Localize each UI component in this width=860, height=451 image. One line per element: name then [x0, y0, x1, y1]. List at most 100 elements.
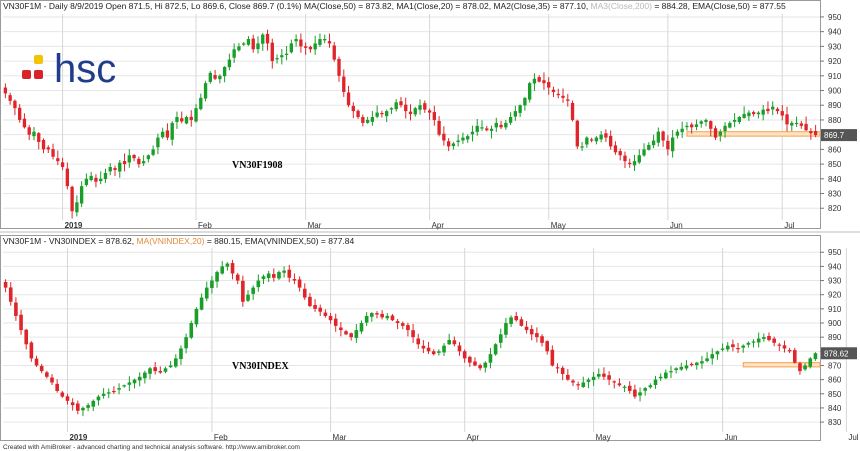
bottom-candle-body [194, 308, 199, 325]
bottom-candle-body [550, 349, 555, 366]
top-candle-body [203, 83, 208, 99]
top-candle-body [299, 39, 303, 47]
bottom-candle-body [586, 379, 591, 382]
bottom-candle-body [3, 281, 8, 288]
top-panel-frame [0, 0, 821, 229]
bottom-candle-body [529, 328, 534, 335]
bottom-candle-body [153, 367, 157, 372]
top-candle-body [18, 107, 22, 120]
top-candle-body [508, 117, 513, 123]
top-candle-body [404, 104, 408, 112]
top-candle-body [137, 158, 141, 165]
top-candle-body [132, 155, 136, 159]
top-symbol-label: VN30F1908 [232, 160, 283, 171]
top-candle-body [480, 127, 484, 129]
bottom-candle-body [524, 326, 529, 331]
bottom-candle-body [168, 365, 173, 368]
bottom-candle-body [19, 314, 23, 331]
top-candle-body [380, 113, 384, 115]
top-header: VN30F1M - Daily 8/9/2019 Open 871.5, Hi … [3, 1, 786, 11]
bottom-header: VN30F1M - VN30INDEX = 878.62, MA(VNINDEX… [3, 236, 355, 246]
bottom-ytick-label: 930 [828, 277, 842, 286]
top-month-label: Apr [432, 221, 445, 230]
bottom-candle-body [359, 323, 364, 332]
bottom-symbol-label: VN30INDEX [232, 361, 289, 372]
bottom-candle-body [803, 365, 807, 370]
top-candle-body [227, 59, 232, 68]
top-candle-body [561, 95, 565, 98]
top-candle-body [156, 137, 160, 148]
bottom-ytick-label: 900 [828, 319, 842, 328]
top-candle-body [246, 39, 251, 45]
top-candle-body [127, 155, 131, 163]
top-candle-body [46, 147, 50, 150]
bottom-ytick-label: 910 [828, 305, 842, 314]
top-candle-body [41, 139, 46, 150]
bottom-candle-body [452, 340, 457, 345]
bottom-candle-body [287, 269, 292, 278]
top-candle-body [3, 87, 8, 94]
top-candle-body [766, 108, 770, 112]
bottom-panel: 8308408508608708808909009109209309409502… [3, 248, 859, 442]
bottom-candle-body [117, 388, 121, 390]
top-candle-body [408, 111, 413, 115]
top-candle-body [232, 49, 236, 58]
top-candle-body [346, 92, 351, 106]
bottom-candle-body [612, 381, 617, 383]
bottom-candle-body [173, 358, 178, 367]
bottom-candle-body [679, 366, 684, 370]
top-candle-body [461, 137, 465, 141]
bottom-candle-body [591, 376, 596, 381]
top-candle-body [537, 77, 541, 82]
top-candle-body [175, 117, 179, 123]
bottom-candle-body [70, 402, 75, 406]
bottom-candle-body [581, 382, 586, 387]
top-candle-body [79, 186, 84, 204]
top-candle-body [118, 162, 122, 172]
bottom-candle-body [308, 296, 312, 307]
top-candle-body [804, 123, 808, 131]
top-candle-body [523, 97, 527, 106]
bottom-candle-body [519, 319, 524, 326]
bottom-candle-body [674, 368, 678, 371]
top-candle-body [361, 117, 365, 123]
top-candle-body [475, 125, 479, 132]
bottom-candle-body [86, 405, 90, 408]
bottom-candle-body [339, 327, 343, 331]
top-candle-body [113, 168, 117, 170]
top-candle-body [690, 124, 694, 128]
bottom-candle-body [292, 279, 297, 281]
top-candle-body [437, 120, 441, 135]
top-candle-body [747, 112, 751, 117]
top-candle-body [275, 58, 279, 60]
bottom-candle-body [504, 323, 508, 335]
top-candle-body [60, 162, 65, 168]
bottom-candle-body [323, 312, 328, 316]
bottom-candle-body [137, 376, 142, 381]
bottom-candle-body [627, 385, 632, 391]
bottom-candle-body [596, 373, 601, 377]
bottom-month-label: Feb [214, 433, 228, 442]
top-candle-body [180, 118, 184, 122]
top-candle-body [656, 131, 661, 143]
bottom-candle-body [617, 383, 622, 386]
top-candle-body [256, 43, 260, 50]
bottom-candle-body [741, 345, 746, 348]
top-candle-body [728, 122, 732, 128]
bottom-candle-body [426, 347, 431, 352]
bottom-candle-body [163, 368, 168, 372]
top-candle-body [732, 119, 737, 122]
bottom-candle-body [313, 305, 317, 309]
bottom-candle-body [370, 313, 374, 317]
top-last-price-box [821, 129, 857, 142]
top-candle-body [589, 139, 594, 141]
bottom-candle-body [225, 263, 230, 267]
bottom-candle-body [406, 325, 410, 331]
bottom-candle-body [658, 376, 663, 379]
top-candle-body [451, 143, 456, 147]
top-candle-body [494, 122, 498, 128]
top-candle-body [618, 151, 622, 156]
bottom-candle-body [509, 317, 513, 324]
bottom-candle-body [14, 302, 18, 316]
